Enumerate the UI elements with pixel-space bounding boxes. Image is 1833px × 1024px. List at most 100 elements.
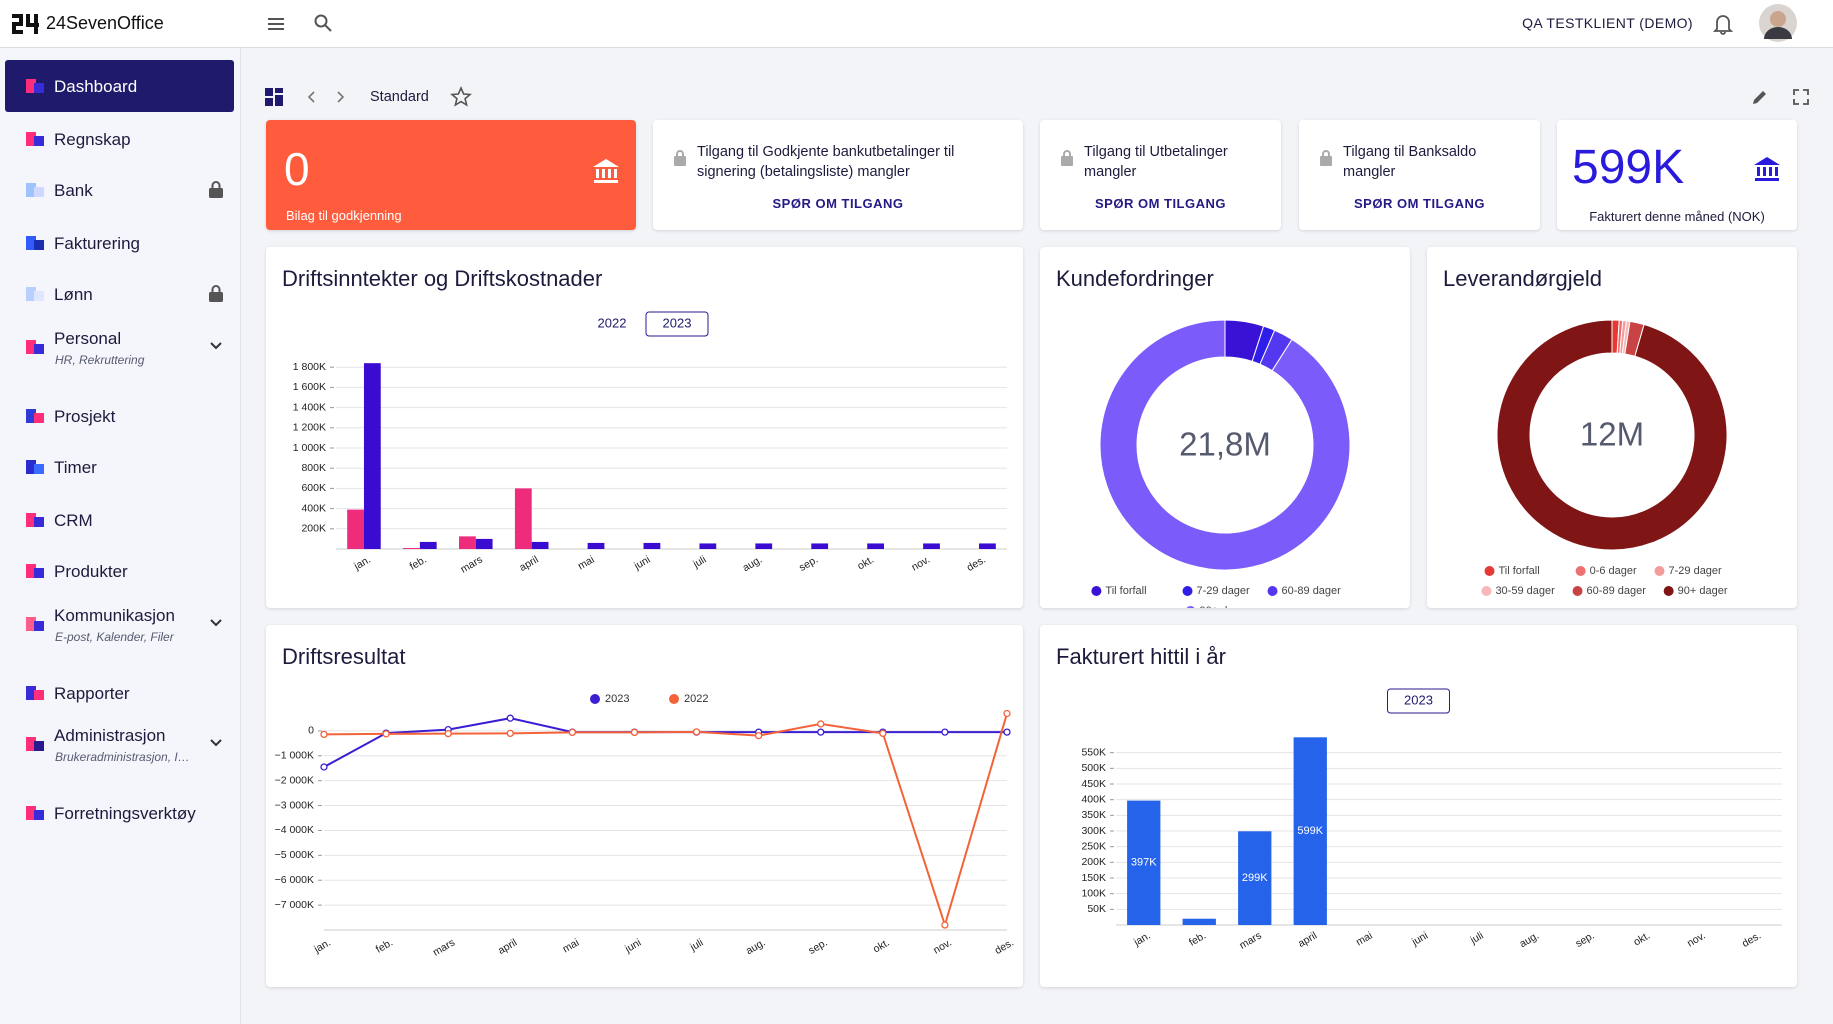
bar [811, 543, 829, 549]
icon-part [34, 187, 44, 197]
y-tick-label: −7 000K [275, 899, 314, 911]
nav-item[interactable]: CRM [5, 494, 234, 546]
series-line [323, 713, 1008, 929]
legend-marker [1481, 586, 1492, 596]
nav-item[interactable]: Personal HR, Rekruttering [5, 321, 234, 373]
bar [643, 542, 661, 549]
y-tick-label: −5 000K [275, 849, 314, 861]
nav-item[interactable]: Forretningsverktøy [5, 787, 234, 839]
nav-item[interactable]: Lønn [5, 268, 234, 320]
nav-icon [26, 236, 44, 250]
x-tick-label: jan. [311, 937, 333, 956]
expand-icon[interactable] [208, 735, 224, 751]
donut-segment [1496, 319, 1728, 551]
nav-icon [26, 686, 44, 700]
request-access[interactable]: SPØR OM TILGANG [772, 196, 904, 211]
bar [867, 543, 884, 549]
donut-segment [1099, 319, 1351, 571]
x-tick-label: aug. [741, 554, 765, 575]
icon-part [34, 413, 44, 423]
y-tick-label: 300K [1081, 825, 1106, 837]
point [506, 729, 514, 738]
nav-item[interactable]: Kommunikasjon E-post, Kalender, Filer [5, 598, 234, 650]
icon-part [26, 287, 36, 301]
legend-label: 0-6 dager [1590, 565, 1637, 577]
lock-icon [209, 285, 223, 302]
nav-item[interactable]: Rapporter [5, 667, 234, 719]
result-panel: Driftsresultat 0 −1 000K −2 000K −3 000K −4 0… [266, 625, 1023, 987]
nav-item[interactable]: Produkter [5, 545, 234, 597]
bar [459, 536, 476, 549]
nav-item[interactable]: Bank [5, 164, 234, 216]
lock-icon [1320, 150, 1332, 166]
chart-title: Kundefordringer [1056, 266, 1214, 291]
client-name[interactable]: QA TESTKLIENT (DEMO) [1522, 15, 1693, 31]
invoiced-card[interactable]: 599K Fakturert denne måned (NOK) [1557, 120, 1797, 230]
access-card: Tilgang til Utbetalinger mangler SPØR OM… [1040, 120, 1281, 230]
card-value: 599K [1572, 141, 1685, 194]
x-tick-label: feb. [1187, 930, 1208, 949]
toggle-box [1387, 688, 1450, 714]
point [817, 728, 825, 736]
point [1003, 709, 1011, 718]
nav-item[interactable]: Prosjekt [5, 390, 234, 442]
edit-button[interactable] [1750, 87, 1770, 107]
y-tick-label: −3 000K [275, 799, 314, 811]
x-tick-label: sep. [797, 554, 820, 574]
x-tick-label: mars [1237, 930, 1263, 952]
sidebar: Dashboard Regnskap Bank Fakturering Lønn Pers… [0, 48, 241, 1024]
approval-card[interactable]: 0 Bilag til godkjenning [266, 120, 636, 230]
x-tick-label: nov. [1685, 930, 1708, 950]
avatar[interactable] [1758, 3, 1798, 43]
lock-body [209, 292, 223, 302]
year-toggle[interactable]: 2022 [598, 315, 627, 330]
card-label: Fakturert denne måned (NOK) [1589, 209, 1765, 224]
y-tick-label: 550K [1081, 746, 1106, 758]
bar [1238, 831, 1272, 925]
favorite-button[interactable] [450, 86, 472, 108]
nav-arrows[interactable] [306, 88, 346, 106]
legend-marker [1663, 586, 1674, 596]
x-tick-label: mai [561, 937, 582, 956]
icon-part [34, 690, 44, 700]
legend-label: 90+ dager [1678, 585, 1728, 597]
request-access[interactable]: SPØR OM TILGANG [1354, 196, 1485, 211]
nav-item[interactable]: Fakturering [5, 217, 234, 269]
logo-text: 24SevenOffice [46, 13, 164, 33]
y-tick-label: 150K [1081, 872, 1106, 884]
icon-part [26, 513, 36, 527]
nav-label: Regnskap [54, 130, 131, 149]
request-access[interactable]: SPØR OM TILGANG [1095, 196, 1226, 211]
notifications-button[interactable] [1713, 13, 1733, 35]
view-name[interactable]: Standard [370, 89, 429, 105]
menu-button[interactable] [266, 14, 286, 34]
point [754, 731, 763, 740]
bar [1127, 800, 1161, 925]
point [879, 729, 887, 738]
nav-icon [26, 513, 44, 527]
x-tick-label: mars [431, 937, 457, 959]
nav-item[interactable]: Regnskap [5, 113, 234, 165]
x-tick-label: juli [1468, 930, 1486, 947]
expand-icon[interactable] [208, 615, 224, 631]
search-button[interactable] [313, 13, 333, 33]
year-toggle[interactable]: 2023 [663, 315, 692, 330]
legend-marker [590, 694, 600, 704]
nav-item[interactable]: Administrasjon Brukeradministrasjon, I… [5, 718, 234, 770]
icon-part [34, 517, 44, 527]
icon-part [34, 810, 44, 820]
y-tick-label: −2 000K [275, 774, 314, 786]
expand-icon[interactable] [208, 338, 224, 354]
dashboard-grid-icon[interactable] [264, 87, 284, 107]
nav-icon [26, 737, 44, 751]
nav-item[interactable]: Dashboard [5, 60, 234, 112]
legend-marker [1267, 586, 1278, 596]
x-tick-label: sep. [1573, 930, 1596, 950]
access-card: Tilgang til Banksaldo mangler SPØR OM TI… [1299, 120, 1540, 230]
bar [403, 547, 420, 549]
y-tick-label: 0 [308, 725, 314, 737]
year-toggle[interactable]: 2023 [1404, 692, 1433, 707]
fullscreen-button[interactable] [1791, 87, 1811, 107]
nav-item[interactable]: Timer [5, 441, 234, 493]
legend-marker [1572, 586, 1583, 596]
